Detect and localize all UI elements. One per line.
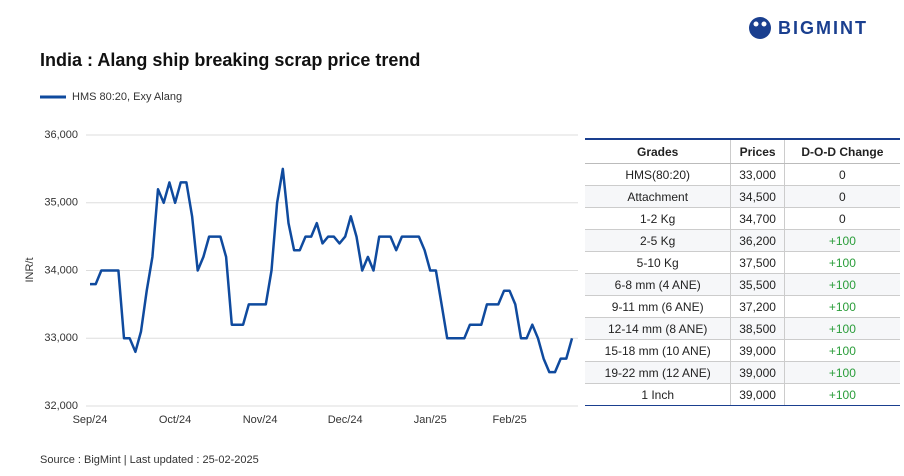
table-cell: 1-2 Kg xyxy=(585,207,731,230)
table-cell: 0 xyxy=(783,207,900,230)
chart-title: India : Alang ship breaking scrap price … xyxy=(40,50,420,70)
table-header: Grades Prices D-O-D Change xyxy=(585,138,900,164)
y-axis-label: INR/t xyxy=(24,257,36,282)
table-cell: 36,200 xyxy=(730,229,785,252)
table-row: 19-22 mm (12 ANE) 39,000 +100 xyxy=(585,361,900,384)
table-cell: 39,000 xyxy=(730,339,785,362)
table-cell: 34,500 xyxy=(730,185,785,208)
table-cell: 37,500 xyxy=(730,251,785,274)
x-tick-label: Feb/25 xyxy=(492,414,526,426)
x-tick-label: Oct/24 xyxy=(159,414,191,426)
logo-icon-dot xyxy=(761,21,767,27)
table-cell: 37,200 xyxy=(730,295,785,318)
column-header: Prices xyxy=(730,138,785,164)
table-cell: 15-18 mm (10 ANE) xyxy=(585,339,731,362)
x-tick-label: Nov/24 xyxy=(243,414,278,426)
table-cell: +100 xyxy=(783,295,900,318)
table-row: 5-10 Kg 37,500 +100 xyxy=(585,251,900,274)
table-row: Attachment 34,500 0 xyxy=(585,185,900,208)
table-cell: 39,000 xyxy=(730,361,785,384)
column-header: Grades xyxy=(585,138,731,164)
legend-label: HMS 80:20, Exy Alang xyxy=(72,91,182,103)
table-cell: 6-8 mm (4 ANE) xyxy=(585,273,731,296)
x-tick-label: Jan/25 xyxy=(414,414,447,426)
table-row: HMS(80:20) 33,000 0 xyxy=(585,163,900,186)
y-tick-label: 35,000 xyxy=(44,197,78,209)
table-row: 15-18 mm (10 ANE) 39,000 +100 xyxy=(585,339,900,362)
table-row: 12-14 mm (8 ANE) 38,500 +100 xyxy=(585,317,900,340)
table-cell: 5-10 Kg xyxy=(585,251,731,274)
table-cell: Attachment xyxy=(585,185,731,208)
table-row: 1-2 Kg 34,700 0 xyxy=(585,207,900,230)
table-cell: 2-5 Kg xyxy=(585,229,731,252)
table-cell: 19-22 mm (12 ANE) xyxy=(585,361,731,384)
table-cell: 1 Inch xyxy=(585,383,731,406)
table-cell: 34,700 xyxy=(730,207,785,230)
table-row: 9-11 mm (6 ANE) 37,200 +100 xyxy=(585,295,900,318)
table-cell: 9-11 mm (6 ANE) xyxy=(585,295,731,318)
table-cell: +100 xyxy=(783,383,900,406)
column-header: D-O-D Change xyxy=(783,138,900,164)
source: Source : BigMint | Last updated : 25-02-… xyxy=(40,454,259,466)
table-cell: 0 xyxy=(783,163,900,186)
table-cell: 38,500 xyxy=(730,317,785,340)
table-cell: 0 xyxy=(783,185,900,208)
logo-icon-dot xyxy=(753,21,759,27)
table-cell: 39,000 xyxy=(730,383,785,406)
y-tick-label: 36,000 xyxy=(44,129,78,141)
price-table: Grades Prices D-O-D Change HMS(80:20) 33,00… xyxy=(585,138,900,406)
table-cell: +100 xyxy=(783,273,900,296)
logo: BIGMINT xyxy=(749,17,868,39)
y-tick-label: 33,000 xyxy=(44,332,78,344)
table-cell: +100 xyxy=(783,361,900,384)
y-tick-label: 32,000 xyxy=(44,400,78,412)
brand: BIGMINT xyxy=(778,18,868,38)
table-cell: +100 xyxy=(783,317,900,340)
y-tick-label: 34,000 xyxy=(44,264,78,276)
table-cell: 12-14 mm (8 ANE) xyxy=(585,317,731,340)
table-row: 1 Inch 39,000 +100 xyxy=(585,383,900,406)
table-cell: +100 xyxy=(783,251,900,274)
table-cell: +100 xyxy=(783,229,900,252)
x-tick-label: Dec/24 xyxy=(328,414,363,426)
table-row: 2-5 Kg 36,200 +100 xyxy=(585,229,900,252)
table-row: 6-8 mm (4 ANE) 35,500 +100 xyxy=(585,273,900,296)
table-cell: 33,000 xyxy=(730,163,785,186)
table-cell: +100 xyxy=(783,339,900,362)
table-cell: HMS(80:20) xyxy=(585,163,731,186)
series-line xyxy=(90,167,574,374)
table-body: HMS(80:20) 33,000 0 Attachment 34,500 0 1-2 Kg… xyxy=(585,163,900,406)
logo-icon xyxy=(749,17,771,39)
x-tick-label: Sep/24 xyxy=(73,414,108,426)
table-cell: 35,500 xyxy=(730,273,785,296)
